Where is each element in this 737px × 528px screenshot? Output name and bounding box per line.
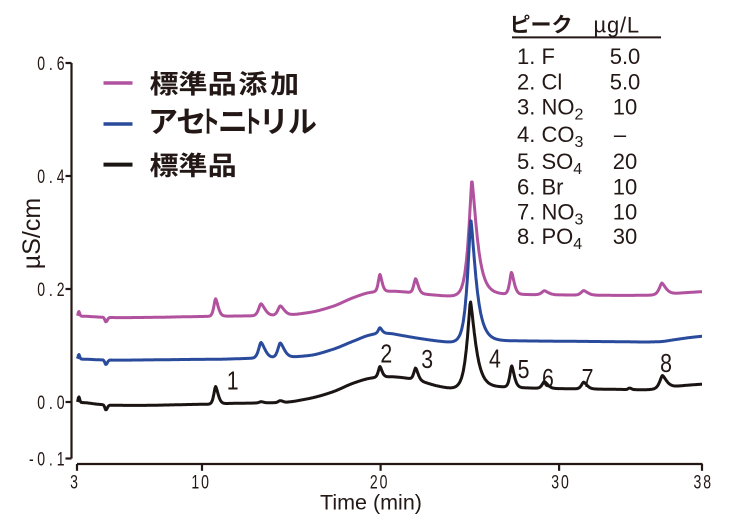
svg-text:µS/cm: µS/cm: [18, 198, 46, 269]
svg-text:4: 4: [57, 166, 65, 188]
svg-text:2. Cl: 2. Cl: [517, 70, 562, 95]
svg-text:0: 0: [201, 471, 209, 493]
svg-text:3: 3: [421, 345, 433, 375]
svg-text:30: 30: [613, 224, 637, 249]
svg-text:0: 0: [37, 53, 45, 75]
svg-text:1: 1: [227, 367, 239, 397]
svg-text:8. PO4: 8. PO4: [517, 224, 582, 253]
svg-text:8: 8: [703, 471, 711, 493]
svg-text:6: 6: [57, 53, 65, 75]
svg-text:0: 0: [37, 279, 45, 301]
svg-text:1: 1: [57, 448, 65, 470]
svg-text:µg/L: µg/L: [594, 13, 640, 38]
svg-text:5.0: 5.0: [610, 44, 641, 69]
svg-text:6. Br: 6. Br: [517, 174, 563, 199]
svg-text:10: 10: [613, 199, 637, 224]
svg-text:.: .: [49, 53, 53, 75]
svg-text:10: 10: [613, 174, 637, 199]
svg-text:3: 3: [694, 471, 702, 493]
svg-text:2: 2: [370, 471, 378, 493]
svg-text:6: 6: [542, 364, 554, 394]
svg-text:5.0: 5.0: [610, 70, 641, 95]
svg-text:0: 0: [561, 471, 569, 493]
svg-text:5. SO4: 5. SO4: [517, 149, 582, 178]
svg-text:20: 20: [613, 149, 637, 174]
svg-text:8: 8: [660, 349, 672, 379]
svg-text:7. NO3: 7. NO3: [517, 199, 583, 228]
svg-text:0: 0: [380, 471, 388, 493]
svg-text:.: .: [49, 448, 53, 470]
svg-text:5: 5: [518, 355, 530, 385]
svg-text:–: –: [614, 122, 627, 147]
svg-text:0: 0: [37, 392, 45, 414]
svg-text:4. CO3: 4. CO3: [517, 122, 583, 151]
svg-text:Time (min): Time (min): [320, 491, 422, 515]
svg-text:.: .: [49, 166, 53, 188]
svg-text:-: -: [29, 448, 34, 470]
svg-text:0: 0: [37, 448, 45, 470]
svg-text:4: 4: [489, 345, 501, 375]
svg-text:3. NO2: 3. NO2: [517, 95, 583, 124]
svg-text:.: .: [49, 279, 53, 301]
svg-text:3: 3: [70, 471, 78, 493]
svg-text:10: 10: [613, 95, 637, 120]
svg-text:2: 2: [57, 279, 65, 301]
svg-text:0: 0: [57, 392, 65, 414]
svg-text:1. F: 1. F: [517, 44, 555, 69]
svg-text:7: 7: [582, 364, 594, 394]
svg-text:2: 2: [380, 340, 392, 370]
svg-text:.: .: [49, 392, 53, 414]
svg-text:3: 3: [551, 471, 559, 493]
svg-text:0: 0: [37, 166, 45, 188]
svg-text:1: 1: [191, 471, 199, 493]
